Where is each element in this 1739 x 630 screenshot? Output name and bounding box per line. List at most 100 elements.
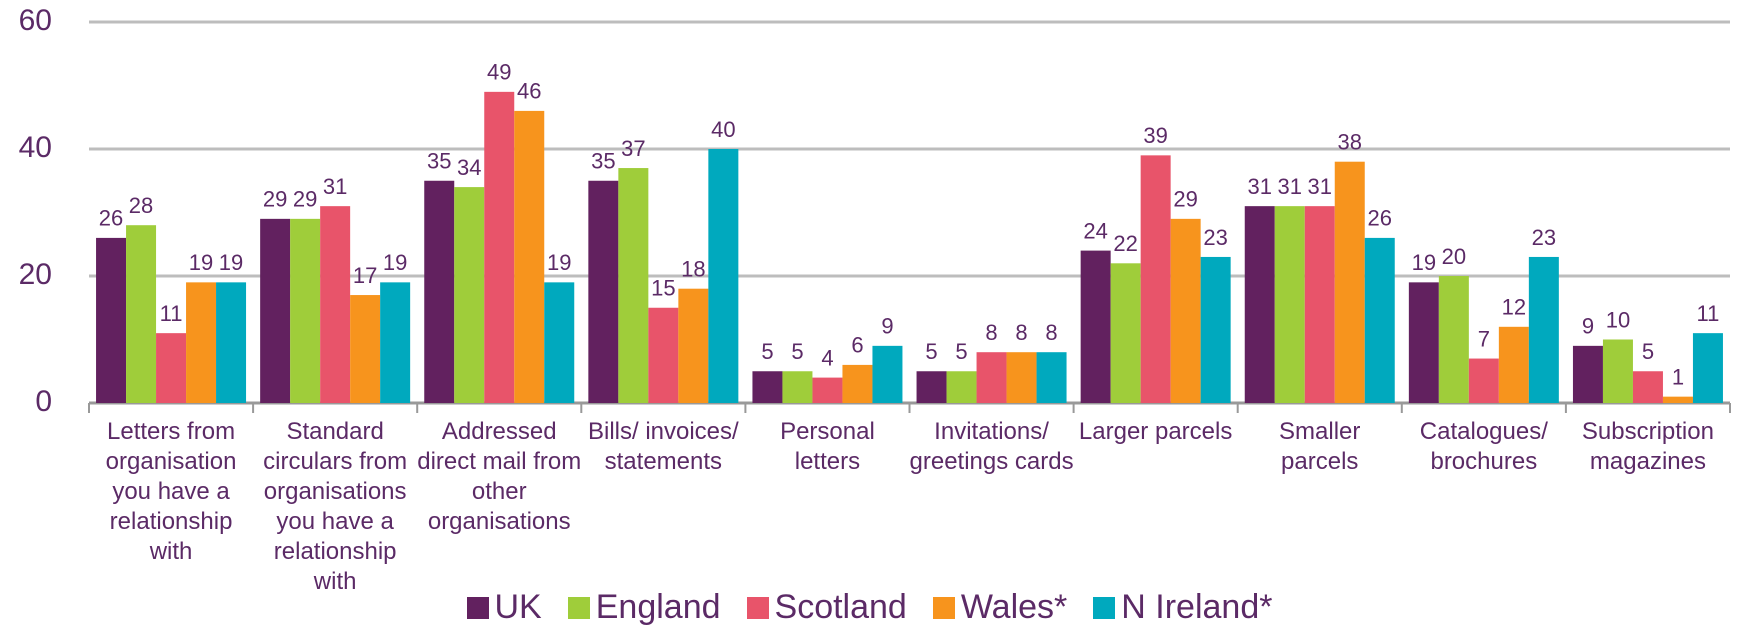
value-label: 19 — [547, 250, 571, 275]
bar — [1572, 345, 1603, 403]
value-label: 5 — [1642, 339, 1654, 364]
bar — [946, 371, 977, 403]
bar — [126, 225, 157, 403]
legend-swatch — [567, 596, 590, 619]
value-label: 19 — [383, 250, 407, 275]
legend-swatch — [1093, 596, 1116, 619]
bar — [648, 307, 679, 403]
bar — [842, 364, 873, 403]
x-tick-label: Standard circulars from organisations yo… — [263, 418, 408, 595]
value-label: 19 — [219, 250, 243, 275]
bar — [782, 371, 813, 403]
bar — [618, 168, 649, 403]
legend-label: Scotland — [774, 588, 907, 626]
legend-label: UK — [494, 588, 542, 626]
value-label: 22 — [1113, 231, 1137, 256]
x-tick-label: Bills/ invoices/ statements — [587, 418, 739, 475]
value-label: 19 — [189, 250, 213, 275]
value-label: 5 — [761, 339, 773, 364]
value-label: 15 — [651, 276, 675, 301]
bar — [1438, 276, 1469, 403]
value-label: 39 — [1143, 123, 1167, 148]
bar — [1468, 358, 1499, 403]
x-tick-label: Catalogues/ brochures — [1419, 418, 1548, 475]
value-label: 23 — [1203, 225, 1227, 250]
value-label: 31 — [1308, 174, 1332, 199]
bar — [96, 237, 127, 403]
bar — [514, 110, 545, 404]
bar — [544, 282, 575, 403]
legend: UK England Scotland Wales* N Ireland* — [0, 588, 1739, 627]
bar — [1692, 333, 1723, 403]
value-label: 5 — [791, 339, 803, 364]
bar — [1080, 250, 1111, 403]
value-label: 38 — [1338, 130, 1362, 155]
y-tick-label: 20 — [19, 258, 52, 291]
legend-item: England — [567, 588, 721, 627]
bar — [1662, 396, 1693, 403]
legend-swatch — [932, 596, 955, 619]
value-label: 37 — [621, 136, 645, 161]
value-label: 12 — [1502, 295, 1526, 320]
value-label: 40 — [711, 117, 735, 142]
x-tick-label: Personal letters — [780, 418, 875, 475]
bar — [1498, 326, 1529, 403]
value-label: 31 — [1248, 174, 1272, 199]
value-label: 19 — [1412, 250, 1436, 275]
bar — [1408, 282, 1439, 403]
value-label: 1 — [1672, 364, 1684, 389]
bar — [752, 371, 783, 403]
bar — [588, 180, 619, 403]
y-tick-label: 40 — [19, 131, 52, 164]
bar — [812, 377, 843, 403]
value-label: 6 — [851, 333, 863, 358]
y-tick-label: 60 — [19, 4, 52, 37]
value-label: 20 — [1442, 244, 1466, 269]
bar — [380, 282, 411, 403]
value-label: 35 — [591, 149, 615, 174]
value-label: 28 — [129, 193, 153, 218]
bar — [976, 352, 1007, 403]
x-tick-label: Smaller parcels — [1279, 418, 1361, 475]
value-label: 29 — [293, 187, 317, 212]
bar — [1200, 256, 1231, 403]
bar — [916, 371, 947, 403]
bar — [320, 206, 351, 403]
value-label: 34 — [457, 155, 481, 180]
bar — [1006, 352, 1037, 403]
value-label: 31 — [323, 174, 347, 199]
value-label: 7 — [1478, 326, 1490, 351]
bar — [1274, 206, 1305, 403]
bar — [1632, 371, 1663, 403]
legend-item: N Ireland* — [1093, 588, 1272, 627]
legend-label: Wales* — [960, 588, 1068, 626]
bar — [708, 149, 739, 403]
bar — [678, 288, 709, 403]
value-label: 9 — [881, 314, 893, 339]
legend-item: Wales* — [932, 588, 1068, 627]
legend-label: England — [595, 588, 721, 626]
x-tick-label: Larger parcels — [1078, 418, 1233, 445]
bar — [1334, 161, 1365, 403]
legend-swatch — [746, 596, 769, 619]
bar — [156, 333, 187, 403]
value-label: 35 — [427, 149, 451, 174]
bar — [424, 180, 455, 403]
value-label: 26 — [1368, 206, 1392, 231]
bar — [1364, 237, 1395, 403]
bar — [1528, 256, 1559, 403]
bar — [186, 282, 217, 403]
bar — [872, 345, 903, 403]
value-label: 9 — [1582, 314, 1594, 339]
value-label: 31 — [1278, 174, 1302, 199]
bar — [290, 218, 321, 403]
legend-item: Scotland — [746, 588, 907, 627]
x-tick-label: Addressed direct mail from other organis… — [417, 418, 582, 535]
value-label: 29 — [263, 187, 287, 212]
bar — [1304, 206, 1335, 403]
y-tick-label: 0 — [35, 385, 52, 418]
legend-swatch — [466, 596, 489, 619]
bar — [484, 91, 515, 403]
